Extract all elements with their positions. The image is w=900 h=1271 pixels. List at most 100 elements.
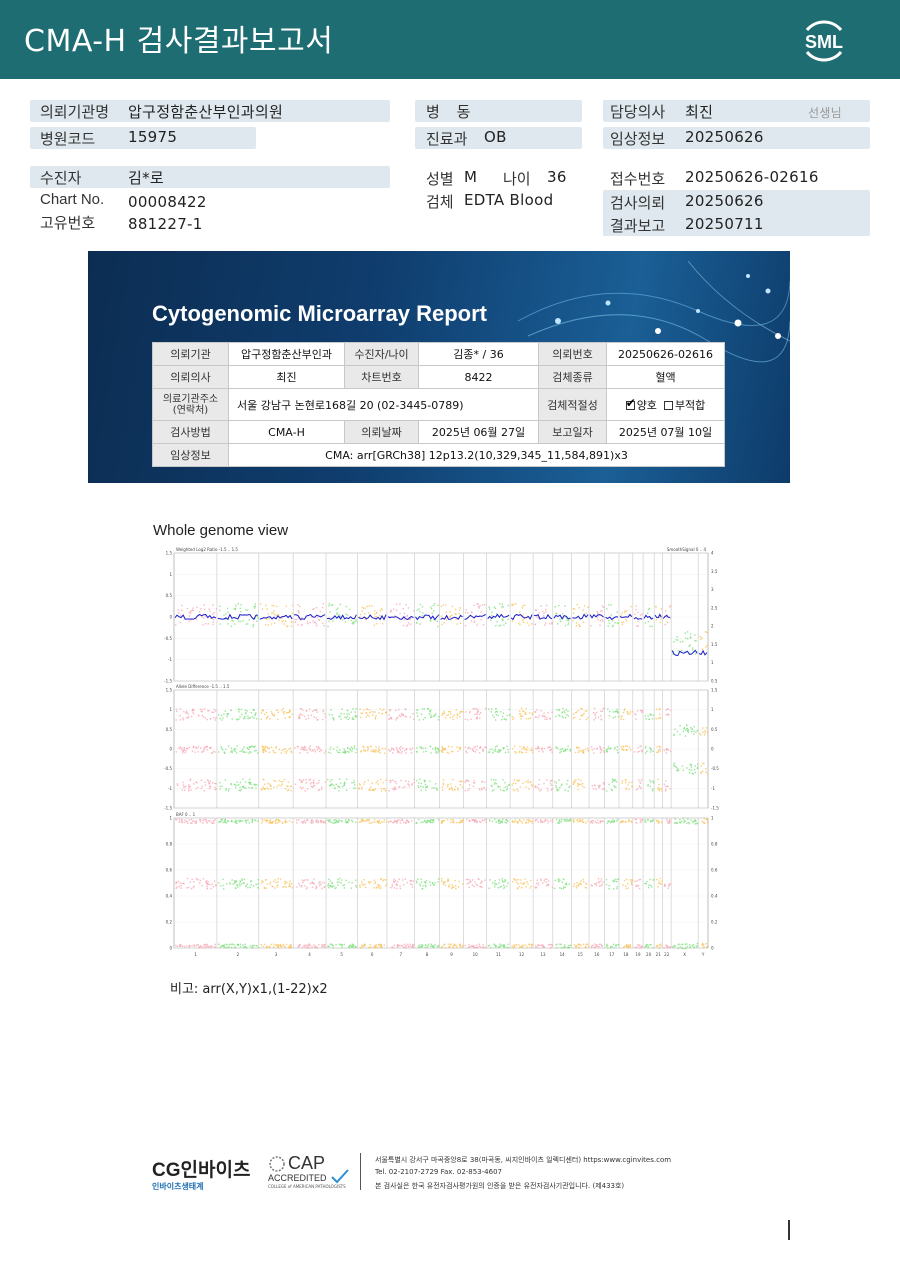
data-point xyxy=(597,612,599,614)
data-point xyxy=(493,606,495,608)
data-point xyxy=(353,787,355,789)
data-point xyxy=(192,607,194,609)
data-point xyxy=(312,749,314,751)
data-point xyxy=(269,821,271,824)
data-point xyxy=(393,881,395,883)
data-point xyxy=(703,734,706,736)
data-point xyxy=(231,750,233,752)
data-point xyxy=(587,716,589,719)
data-point xyxy=(651,625,653,628)
banner-row: 검사방법 CMA-H 의뢰날짜 2025년 06월 27일 보고일자 2025년… xyxy=(152,420,725,444)
data-point xyxy=(703,821,705,824)
data-point xyxy=(373,624,375,626)
data-point xyxy=(270,623,273,625)
data-point xyxy=(410,618,412,620)
data-point xyxy=(666,945,668,948)
data-point xyxy=(505,822,508,824)
data-point xyxy=(703,947,705,949)
data-point xyxy=(669,819,671,821)
data-point xyxy=(331,885,334,887)
data-point xyxy=(418,818,420,821)
data-point xyxy=(201,947,203,949)
data-point xyxy=(346,715,349,717)
data-point xyxy=(550,748,553,751)
data-point xyxy=(221,785,223,787)
data-point xyxy=(250,787,253,789)
data-point xyxy=(300,787,303,790)
data-point xyxy=(214,751,216,753)
data-point xyxy=(559,715,561,717)
data-point xyxy=(605,945,608,947)
data-point xyxy=(629,615,631,617)
data-point xyxy=(433,946,435,948)
data-point xyxy=(426,821,428,824)
chromosome-label: 15 xyxy=(578,952,584,957)
clinical-value: 20250626 xyxy=(685,128,764,146)
data-point xyxy=(652,790,654,792)
data-point xyxy=(181,945,183,947)
data-point xyxy=(495,710,498,713)
data-point xyxy=(602,620,604,623)
data-point xyxy=(517,780,519,782)
data-point xyxy=(681,947,683,949)
data-point xyxy=(526,946,528,949)
data-point xyxy=(482,944,484,946)
data-point xyxy=(239,821,241,823)
data-point xyxy=(516,821,518,823)
data-point xyxy=(189,779,191,781)
data-point xyxy=(640,787,642,790)
dna-decoration xyxy=(517,260,790,363)
data-point xyxy=(617,622,620,624)
data-point xyxy=(499,751,501,753)
data-point xyxy=(472,750,475,752)
data-point xyxy=(545,881,547,883)
data-point xyxy=(621,612,623,614)
data-point xyxy=(296,886,298,888)
data-point xyxy=(245,623,247,625)
chromosome-label: 12 xyxy=(519,952,525,957)
data-point xyxy=(627,887,629,889)
data-point xyxy=(343,781,346,783)
data-point xyxy=(409,879,412,882)
data-point xyxy=(331,943,333,946)
data-point xyxy=(393,821,395,823)
data-point xyxy=(283,623,285,625)
data-point xyxy=(294,621,296,623)
data-point xyxy=(223,713,225,715)
data-point xyxy=(498,822,500,824)
data-point xyxy=(273,943,275,945)
data-point xyxy=(184,751,186,754)
data-point xyxy=(413,944,415,946)
data-point xyxy=(235,880,237,882)
data-point xyxy=(611,781,614,783)
data-point xyxy=(227,623,229,625)
data-point xyxy=(664,790,667,792)
data-point xyxy=(349,749,352,751)
data-point xyxy=(399,786,401,788)
data-point xyxy=(318,882,320,884)
data-point xyxy=(688,822,691,825)
data-point xyxy=(684,729,687,731)
data-point xyxy=(436,789,438,791)
data-point xyxy=(444,748,447,751)
data-point xyxy=(397,750,399,752)
good-checkbox xyxy=(625,396,636,410)
data-point xyxy=(568,819,571,821)
data-point xyxy=(498,879,501,881)
data-point xyxy=(378,820,380,823)
data-point xyxy=(235,748,237,750)
data-point xyxy=(586,710,588,712)
data-point xyxy=(443,749,445,751)
data-point xyxy=(176,710,178,712)
data-point xyxy=(360,819,363,821)
data-point xyxy=(403,618,406,621)
data-point xyxy=(211,711,213,713)
data-point xyxy=(600,880,602,882)
data-point xyxy=(692,821,694,823)
data-point xyxy=(298,779,301,781)
data-point xyxy=(228,788,230,790)
data-point xyxy=(582,881,585,883)
data-point xyxy=(480,821,482,823)
data-point xyxy=(368,612,370,614)
data-point xyxy=(288,748,290,750)
